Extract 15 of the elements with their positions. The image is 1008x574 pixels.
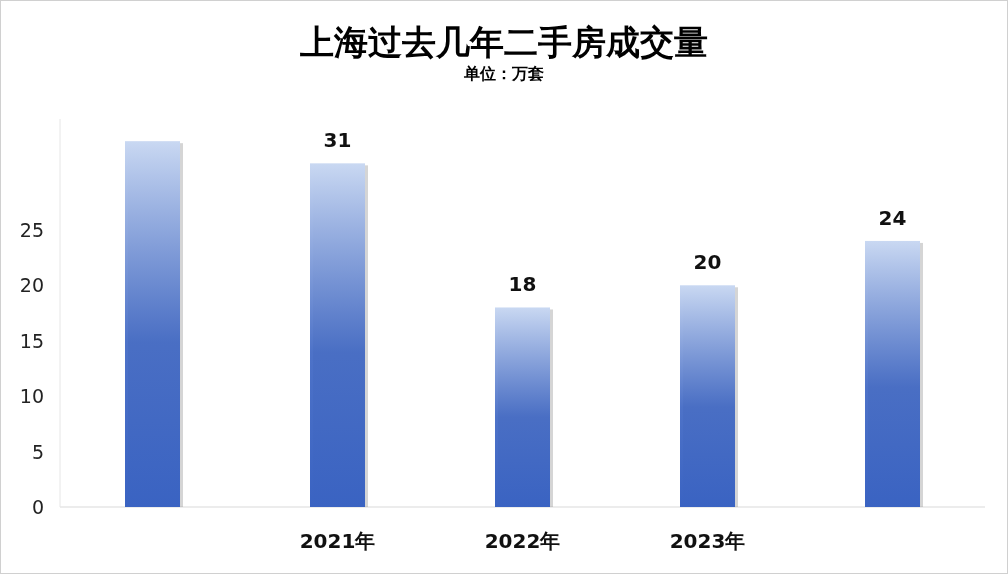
y-tick-label: 20 bbox=[19, 274, 44, 297]
data-label: 24 bbox=[878, 205, 907, 230]
data-label: 31 bbox=[323, 128, 352, 153]
x-tick-label: 2023年 bbox=[669, 529, 746, 553]
data-label: 18 bbox=[508, 272, 537, 297]
chart-title: 上海过去几年二手房成交量 bbox=[299, 22, 708, 62]
chart-subtitle: 单位：万套 bbox=[463, 64, 544, 83]
y-tick-label: 25 bbox=[19, 218, 44, 241]
x-tick-label: 2022年 bbox=[484, 529, 561, 553]
x-tick-label: 2021年 bbox=[299, 529, 376, 553]
y-tick-label: 0 bbox=[31, 496, 44, 518]
y-tick-label: 5 bbox=[31, 440, 44, 463]
data-label: 20 bbox=[693, 250, 722, 275]
y-tick-label: 15 bbox=[19, 329, 44, 352]
y-tick-label: 10 bbox=[19, 385, 44, 408]
